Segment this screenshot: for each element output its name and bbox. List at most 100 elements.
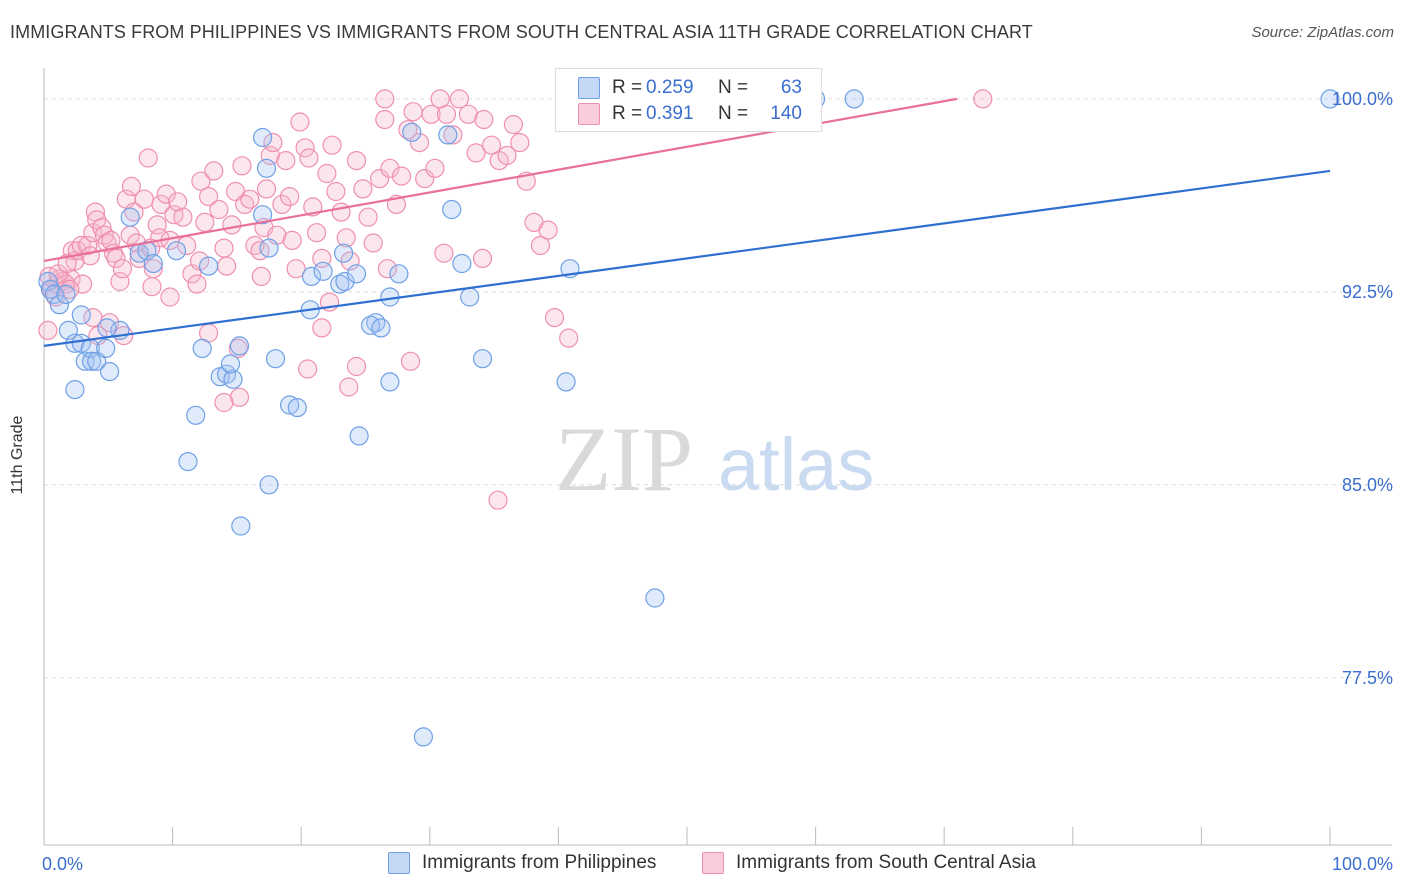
point-south-central-asia [272, 194, 292, 214]
point-south-central-asia [276, 151, 296, 171]
point-philippines [442, 199, 462, 220]
point-south-central-asia [415, 169, 435, 189]
point-philippines [192, 338, 212, 358]
bottom-legend-label-philippines: Immigrants from Philippines [422, 852, 657, 873]
point-south-central-asia [38, 320, 58, 340]
point-south-central-asia [263, 133, 283, 153]
point-south-central-asia [190, 251, 210, 271]
point-philippines [1320, 89, 1340, 109]
point-philippines [231, 516, 251, 536]
point-south-central-asia [232, 156, 252, 176]
point-south-central-asia [199, 187, 219, 207]
point-south-central-asia [57, 253, 77, 274]
point-philippines [844, 89, 864, 109]
point-south-central-asia [151, 194, 171, 214]
point-south-central-asia [60, 279, 80, 299]
point-philippines [413, 727, 433, 747]
point-south-central-asia [282, 230, 302, 250]
x-tick-label-max: 100.0% [1332, 854, 1393, 874]
point-philippines [143, 253, 163, 274]
point-south-central-asia [326, 181, 346, 202]
point-south-central-asia [256, 179, 277, 199]
point-south-central-asia [403, 102, 423, 122]
point-south-central-asia [134, 189, 154, 209]
point-south-central-asia [339, 377, 359, 397]
point-south-central-asia [173, 207, 193, 227]
point-south-central-asia [299, 148, 319, 168]
watermark-zip: ZIP [555, 408, 693, 510]
point-south-central-asia [214, 238, 234, 258]
point-south-central-asia [280, 187, 300, 207]
point-south-central-asia [336, 228, 356, 248]
point-south-central-asia [370, 169, 390, 189]
point-south-central-asia [458, 104, 478, 124]
point-south-central-asia [530, 235, 551, 256]
point-south-central-asia [195, 212, 215, 232]
point-philippines [389, 264, 409, 284]
y-tick-label: 85.0% [1342, 475, 1393, 495]
point-philippines [71, 333, 91, 353]
point-philippines [280, 395, 300, 415]
point-south-central-asia [168, 192, 188, 212]
axes [43, 68, 1392, 846]
y-tick-label: 100.0% [1332, 89, 1393, 109]
point-philippines [645, 588, 665, 608]
tick-labels: 77.5% 85.0% 92.5% 100.0% 0.0% 100.0% [42, 89, 1393, 874]
point-south-central-asia [481, 135, 502, 155]
point-south-central-asia [191, 171, 211, 191]
point-philippines [335, 271, 355, 292]
point-philippines [49, 295, 70, 315]
chart-title: IMMIGRANTS FROM PHILIPPINES VS IMMIGRANT… [10, 22, 1033, 42]
point-south-central-asia [286, 259, 306, 279]
point-south-central-asia [156, 184, 176, 204]
legend-n-label: N = [718, 77, 749, 98]
point-philippines [438, 125, 458, 145]
point-south-central-asia [124, 202, 144, 222]
point-philippines [256, 158, 277, 178]
point-south-central-asia [375, 89, 395, 109]
gridlines [44, 98, 1390, 679]
point-philippines [452, 253, 472, 274]
point-philippines [402, 122, 422, 142]
point-south-central-asia [307, 223, 327, 243]
legend-swatch-south-central-asia [578, 103, 600, 125]
point-philippines [81, 351, 102, 371]
point-south-central-asia [160, 287, 180, 307]
point-south-central-asia [312, 318, 332, 338]
point-south-central-asia [488, 490, 508, 510]
point-philippines [556, 372, 576, 392]
point-philippines [253, 127, 273, 148]
point-south-central-asia [466, 143, 486, 163]
legend-row-philippines: R = 0.259 N = 63 [578, 77, 802, 99]
point-philippines [56, 284, 76, 304]
point-south-central-asia [973, 89, 993, 109]
legend-n-value: 140 [770, 103, 802, 124]
point-philippines [287, 398, 307, 418]
point-south-central-asia [363, 233, 383, 253]
point-philippines [346, 264, 367, 284]
point-philippines [65, 380, 85, 400]
point-philippines [366, 313, 386, 333]
point-south-central-asia [559, 328, 579, 348]
point-south-central-asia [472, 248, 493, 268]
point-south-central-asia [538, 220, 558, 240]
point-south-central-asia [436, 104, 457, 124]
bottom-legend-label-south-central-asia: Immigrants from South Central Asia [736, 852, 1036, 873]
point-south-central-asia [322, 135, 342, 155]
legend-n-value: 63 [780, 77, 802, 98]
point-south-central-asia [380, 158, 400, 178]
legend-r-label: R = [612, 77, 643, 98]
legend-row-south-central-asia: R = 0.391 N = 140 [578, 103, 802, 125]
point-south-central-asia [295, 138, 315, 158]
point-south-central-asia [346, 356, 367, 377]
point-south-central-asia [346, 151, 367, 171]
point-philippines [166, 241, 187, 261]
point-south-central-asia [121, 176, 141, 196]
point-south-central-asia [245, 235, 265, 256]
point-south-central-asia [510, 133, 530, 153]
point-philippines [178, 452, 198, 472]
point-south-central-asia [112, 259, 133, 279]
point-south-central-asia [497, 145, 517, 166]
stats-legend: R = 0.259 N = 63 R = 0.391 N = 140 [555, 68, 822, 132]
